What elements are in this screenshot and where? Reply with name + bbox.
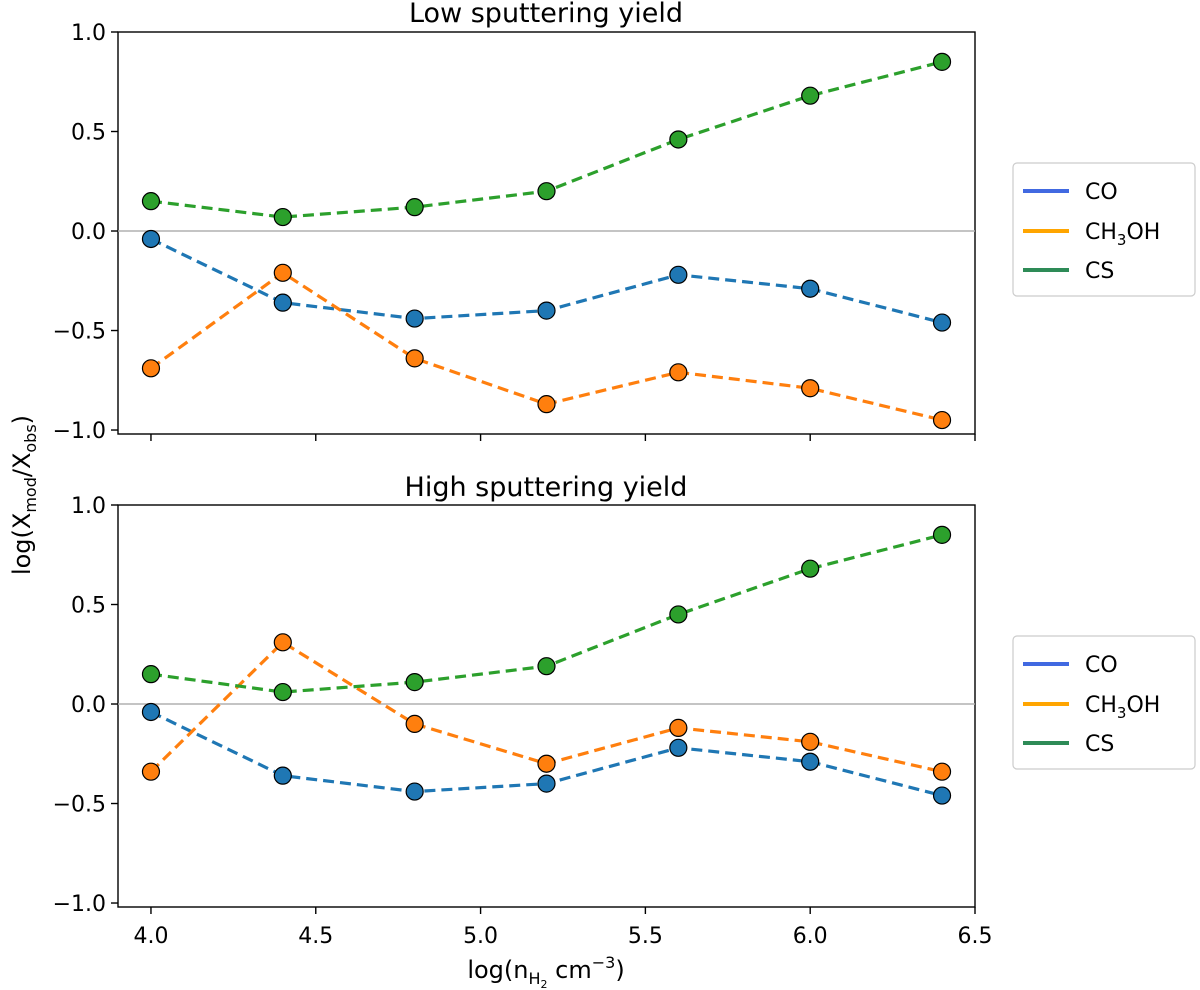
bottom-x-tick-label: 4.0 <box>133 924 168 949</box>
bottom-x-tick-label: 6.0 <box>793 924 828 949</box>
top-y-tick-label: 1.0 <box>71 21 106 46</box>
top-ch3oh-point <box>405 349 424 368</box>
top-cs-point <box>273 207 292 227</box>
top-y-tick-label: −0.5 <box>53 320 106 345</box>
top-co-point <box>669 265 688 284</box>
top-legend: CO CH3OH CS <box>1012 162 1196 297</box>
bottom-cs-point <box>669 605 688 624</box>
bottom-co-point <box>405 782 424 801</box>
bottom-co-point <box>537 774 556 793</box>
y-axis-label-close: ) <box>8 415 36 424</box>
top-co-point <box>273 293 292 312</box>
bottom-co-point <box>801 752 820 771</box>
bottom-cs-point <box>932 525 952 544</box>
bottom-ch3oh-point <box>273 633 292 652</box>
bottom-co-point <box>932 786 952 805</box>
y-axis-label-sub2: obs <box>21 424 40 452</box>
bottom-legend-box <box>1012 635 1196 770</box>
x-axis-label-exp: −3 <box>592 953 616 972</box>
top-cs-point <box>141 192 161 211</box>
top-co-point <box>141 229 161 249</box>
top-ch3oh-point <box>273 263 292 282</box>
top-co-point <box>405 309 424 328</box>
bottom-ch3oh-point <box>537 754 556 773</box>
top-co-point <box>801 279 820 298</box>
bottom-y-tick-label: 0.0 <box>71 693 106 718</box>
bottom-ch3oh-point <box>141 762 161 781</box>
top-legend-box <box>1012 162 1196 297</box>
bottom-ch3oh-point <box>932 762 952 781</box>
top-cs-point <box>537 182 556 201</box>
x-axis-label-close: ) <box>615 956 624 984</box>
bottom-cs-point <box>273 682 292 702</box>
bottom-plot-frame <box>117 504 976 908</box>
top-legend-co-label: CO <box>1085 180 1118 205</box>
top-panel: Low sputtering yield 1.0 0.5 0.0 −0.5 −1.0 <box>53 0 976 444</box>
bottom-panel: High sputtering yield 1.0 0.5 0.0 −0.5 −1.0 4… <box>53 472 993 949</box>
bottom-cs-point <box>405 673 424 692</box>
top-y-tick-label: 0.5 <box>71 121 106 146</box>
bottom-panel-title: High sputtering yield <box>405 472 688 503</box>
top-y-tick-label: −1.0 <box>53 419 106 444</box>
top-ch3oh-point <box>669 363 688 382</box>
x-axis-label-subsub: 2 <box>541 978 548 990</box>
bottom-y-tick-label: −0.5 <box>53 793 106 818</box>
bottom-cs-point <box>801 559 820 578</box>
top-panel-title: Low sputtering yield <box>409 0 683 29</box>
y-axis-label-main: log(X <box>8 513 36 575</box>
top-co-point <box>537 301 556 320</box>
top-plot-frame <box>117 31 976 435</box>
bottom-y-tick-label: 1.0 <box>71 494 106 519</box>
bottom-y-tick-label: −1.0 <box>53 892 106 917</box>
top-cs-point <box>405 198 424 217</box>
bottom-ch3oh-point <box>405 714 424 734</box>
bottom-y-tick-label: 0.5 <box>71 594 106 619</box>
bottom-co-point <box>273 766 292 785</box>
bottom-co-point <box>141 702 161 722</box>
x-axis-label-sub: H <box>528 969 540 988</box>
bottom-legend: CO CH3OH CS <box>1012 635 1196 770</box>
bottom-x-tick-label: 4.5 <box>298 924 333 949</box>
y-axis-label-sub1: mod <box>21 477 40 513</box>
bottom-x-tick-label: 5.5 <box>628 924 663 949</box>
top-ch3oh-point <box>801 379 820 398</box>
bottom-x-tick-label: 5.0 <box>463 924 498 949</box>
y-axis-label-mid: /X <box>8 453 36 478</box>
top-ch3oh-point <box>537 395 556 414</box>
bottom-legend-co-label: CO <box>1085 653 1118 678</box>
bottom-cs-point <box>537 657 556 676</box>
bottom-legend-ch3oh-label: CH3OH <box>1085 693 1160 722</box>
top-legend-ch3oh-label: CH3OH <box>1085 220 1160 249</box>
x-axis-label-main: log(n <box>467 956 528 984</box>
bottom-x-tick-label: 6.5 <box>958 924 993 949</box>
bottom-ch3oh-point <box>669 718 688 737</box>
bottom-cs-point <box>141 665 161 684</box>
bottom-co-point <box>669 738 688 757</box>
x-axis-label: log(nH2 cm−3) <box>467 953 624 990</box>
x-axis-label-unit: cm <box>548 956 592 984</box>
top-ch3oh-point <box>141 359 161 378</box>
top-cs-point <box>669 130 688 149</box>
top-cs-point <box>932 52 952 71</box>
y-axis-label: log(Xmod/Xobs) <box>8 415 40 575</box>
top-co-point <box>932 313 952 332</box>
bottom-ch3oh-point <box>801 732 820 751</box>
top-cs-point <box>801 86 820 105</box>
top-y-tick-label: 0.0 <box>71 220 106 245</box>
bottom-legend-cs-label: CS <box>1085 732 1114 757</box>
top-ch3oh-point <box>932 410 952 430</box>
top-legend-cs-label: CS <box>1085 259 1114 284</box>
